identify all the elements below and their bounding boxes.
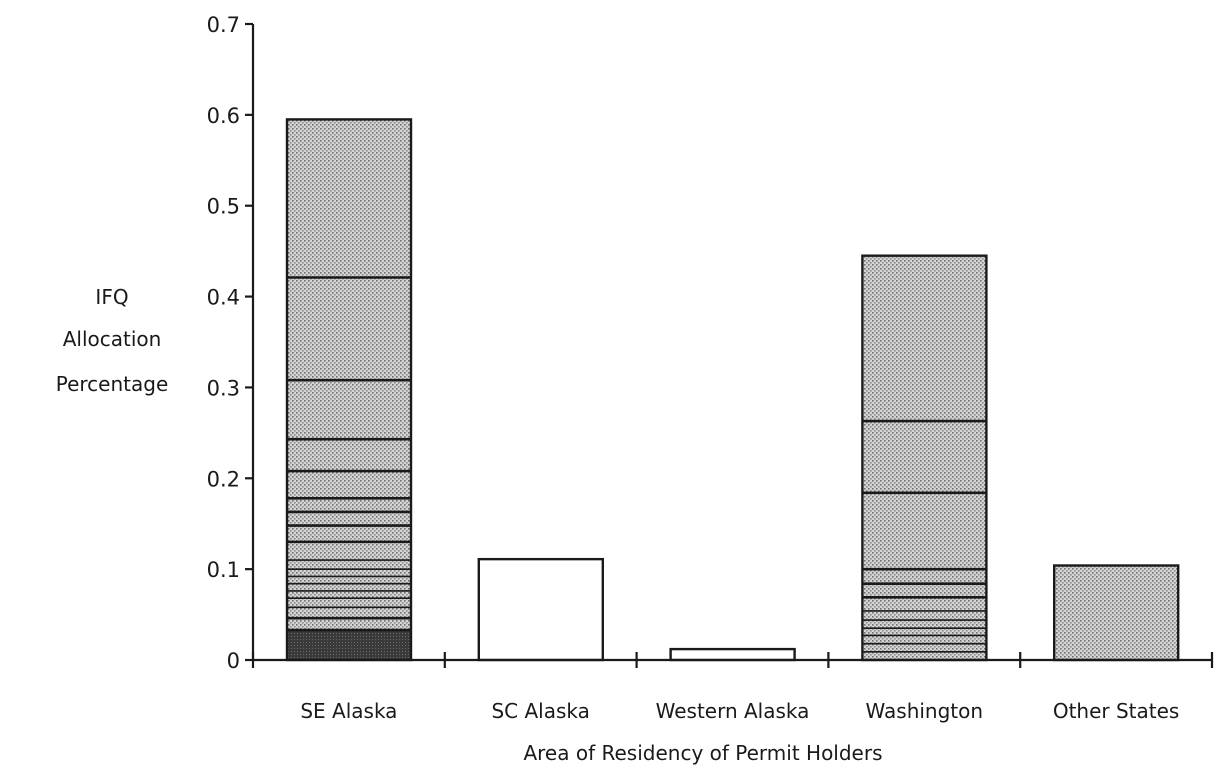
bar-segment [287,630,411,660]
bar-segment [862,421,987,493]
bar-segment [862,610,987,621]
x-axis-title: Area of Residency of Permit Holders [523,741,882,765]
axes-group: 0 0.1 0.2 0.3 0.4 0.5 0.6 0.7 SE Alaska SC Alaska… [207,13,1214,723]
x-category-label: Other States [1053,699,1180,723]
bar-segment [287,569,411,577]
bar-segment [287,119,411,278]
bar-segment [287,498,411,512]
y-tick-label: 0.2 [207,467,240,491]
bar-segment [862,583,987,598]
bar-segment [287,560,411,570]
bar-segment [862,255,987,422]
bar-segment [1054,565,1179,660]
y-tick-label: 0.1 [207,558,240,582]
bar-segment [862,597,987,611]
y-tick-label: 0.5 [207,195,240,219]
x-category-label: SE Alaska [300,699,397,723]
y-tick-label: 0.3 [207,376,240,400]
bar-segment [287,598,411,608]
bar-segment [862,643,987,652]
y-axis-title-line-3: Percentage [56,372,169,396]
bar-segment [862,620,987,629]
y-axis-title-line-1: IFQ [95,285,128,309]
x-category-label: Washington [866,699,984,723]
bar-segment [287,541,411,561]
x-category-label: Western Alaska [656,699,810,723]
bars-group [285,118,1180,662]
y-tick-label: 0.6 [207,104,240,128]
bar-segment [287,380,411,440]
bar-segment [478,559,603,660]
bar-segment [862,492,987,570]
bar-segment [287,511,411,526]
y-tick-label: 0.7 [207,13,240,37]
bar-segment [287,277,411,381]
bar-segment [287,525,411,542]
bar-segment [287,618,411,631]
bar-segment [287,576,411,584]
bar-segment [287,471,411,499]
y-axis-title-line-2: Allocation [63,327,162,351]
y-tick-label: 0 [227,649,240,673]
bar-segment [287,583,411,591]
bar-segment [862,628,987,636]
x-category-label: SC Alaska [491,699,589,723]
bar-segment [862,635,987,644]
bar-segment [862,651,987,660]
y-tick-label: 0.4 [207,286,240,310]
bar-segment [670,649,795,660]
bar-segment [287,607,411,619]
bar-segment [287,439,411,472]
bar-segment [287,590,411,599]
bar-segment [862,569,987,584]
